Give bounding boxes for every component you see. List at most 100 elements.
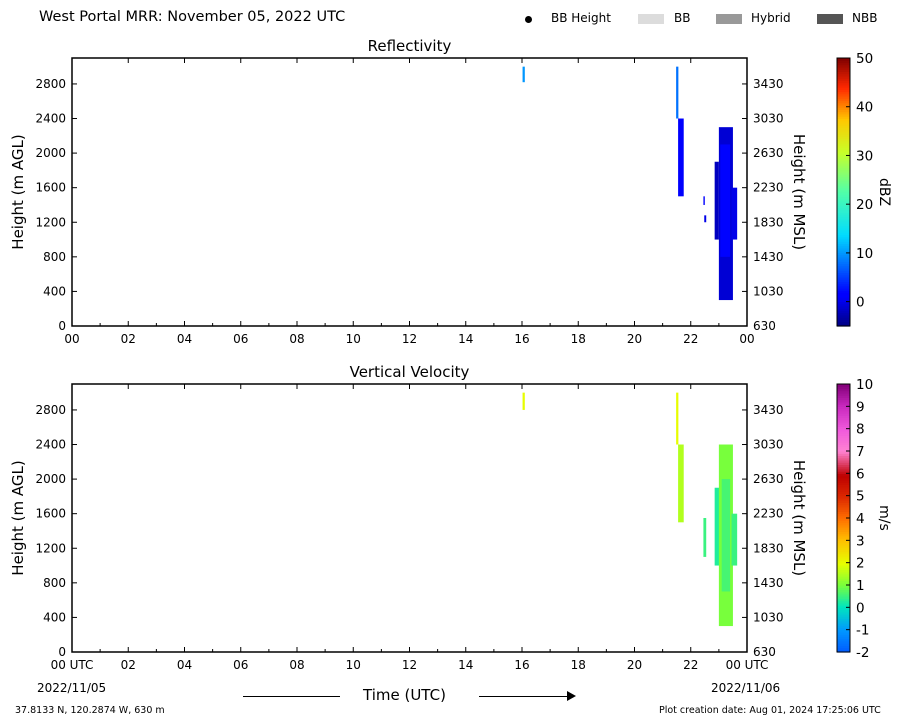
colorbar-step: [837, 223, 850, 227]
colorbar-step: [837, 542, 850, 546]
colorbar-step: [837, 265, 850, 269]
colorbar-step: [837, 486, 850, 490]
x-tick-label: 04: [177, 332, 192, 346]
y-tick-label: 400: [43, 610, 66, 624]
colorbar-step: [837, 196, 850, 200]
colorbar-step: [837, 102, 850, 106]
echo-cell: [703, 518, 707, 557]
colorbar-tick-label: 50: [856, 51, 873, 67]
colorbar-step: [837, 625, 850, 629]
colorbar-step: [837, 183, 850, 186]
colorbar-step: [837, 647, 850, 651]
colorbar-step: [837, 192, 850, 195]
colorbar-step: [837, 591, 850, 595]
colorbar-step: [837, 598, 850, 602]
colorbar-step: [837, 444, 850, 448]
y-tick-label: 1200: [35, 541, 66, 555]
colorbar-step: [837, 504, 850, 508]
colorbar-step: [837, 64, 850, 68]
y2-tick-label: 2630: [753, 472, 784, 486]
colorbar-step: [837, 551, 850, 555]
echo-cell: [676, 66, 679, 119]
colorbar-step: [837, 229, 850, 233]
colorbar-tick-label: 30: [856, 148, 873, 164]
colorbar-step: [837, 437, 850, 441]
y2-tick-label: 1030: [753, 284, 784, 298]
colorbar-step: [837, 312, 850, 316]
colorbar-step: [837, 397, 850, 401]
colorbar-step: [837, 569, 850, 573]
colorbar-step: [837, 522, 850, 526]
colorbar-step: [837, 147, 850, 151]
colorbar-step: [837, 238, 850, 242]
colorbar-step: [837, 451, 850, 454]
colorbar-step: [837, 288, 850, 291]
colorbar-step: [837, 629, 850, 633]
colorbar-step: [837, 75, 850, 79]
colorbar-step: [837, 169, 850, 173]
colorbar-step: [837, 133, 850, 137]
colorbar-tick-label: 5: [856, 489, 865, 505]
colorbar-step: [837, 216, 850, 220]
colorbar-step: [837, 549, 850, 553]
y-tick-label: 1600: [35, 181, 66, 195]
echo-cell: [720, 144, 731, 257]
x-tick-label: 02: [121, 658, 136, 672]
colorbar-step: [837, 388, 850, 392]
colorbar-step: [837, 122, 850, 126]
colorbar-step: [837, 290, 850, 294]
colorbar-step: [837, 491, 850, 495]
colorbar-step: [837, 576, 850, 579]
colorbar-step: [837, 203, 850, 206]
x-end-date: 2022/11/06: [711, 681, 781, 695]
colorbar-step: [837, 433, 850, 436]
colorbar-step: [837, 171, 850, 175]
colorbar-step: [837, 620, 850, 624]
colorbar-step: [837, 319, 850, 323]
y-tick-label: 1200: [35, 215, 66, 229]
colorbar-step: [837, 120, 850, 124]
colorbar-step: [837, 585, 850, 588]
colorbar-step: [837, 285, 850, 289]
y-tick-label: 1600: [35, 507, 66, 521]
colorbar-step: [837, 480, 850, 483]
arrow-left-line: [243, 696, 340, 697]
colorbar-step: [837, 180, 850, 184]
colorbar-step: [837, 614, 850, 617]
colorbar-step: [837, 118, 850, 122]
y-tick-label: 2000: [35, 146, 66, 160]
colorbar-step: [837, 571, 850, 575]
colorbar-step: [837, 111, 850, 115]
colorbar-step: [837, 553, 850, 557]
colorbar-step: [837, 250, 850, 253]
colorbar-step: [837, 187, 850, 191]
colorbar-step: [837, 384, 850, 387]
colorbar-step: [837, 241, 850, 244]
colorbar-step: [837, 98, 850, 102]
colorbar-step: [837, 417, 850, 421]
colorbar-step: [837, 459, 850, 463]
colorbar-step: [837, 627, 850, 631]
nbb-swatch-icon: [817, 14, 843, 24]
colorbar-step: [837, 154, 850, 157]
echo-cell: [678, 444, 684, 523]
x-start-date: 2022/11/05: [37, 681, 107, 695]
colorbar-step: [837, 109, 850, 113]
colorbar-step: [837, 455, 850, 459]
colorbar-step: [837, 589, 850, 593]
colorbar-tick-label: 10: [856, 246, 873, 262]
x-tick-label: 22: [683, 658, 698, 672]
colorbar-step: [837, 82, 850, 86]
colorbar-step: [837, 158, 850, 162]
colorbar-step: [837, 466, 850, 470]
colorbar-tick-label: 6: [856, 466, 865, 482]
page-title: West Portal MRR: November 05, 2022 UTC: [39, 9, 346, 25]
x-tick-label: 16: [514, 332, 529, 346]
colorbar-step: [837, 582, 850, 586]
y2-tick-label: 3430: [753, 403, 784, 417]
x-tick-label: 14: [458, 332, 473, 346]
colorbar-step: [837, 178, 850, 182]
x-tick-label: 10: [346, 332, 361, 346]
colorbar-step: [837, 520, 850, 524]
x-tick-label: 18: [571, 658, 586, 672]
